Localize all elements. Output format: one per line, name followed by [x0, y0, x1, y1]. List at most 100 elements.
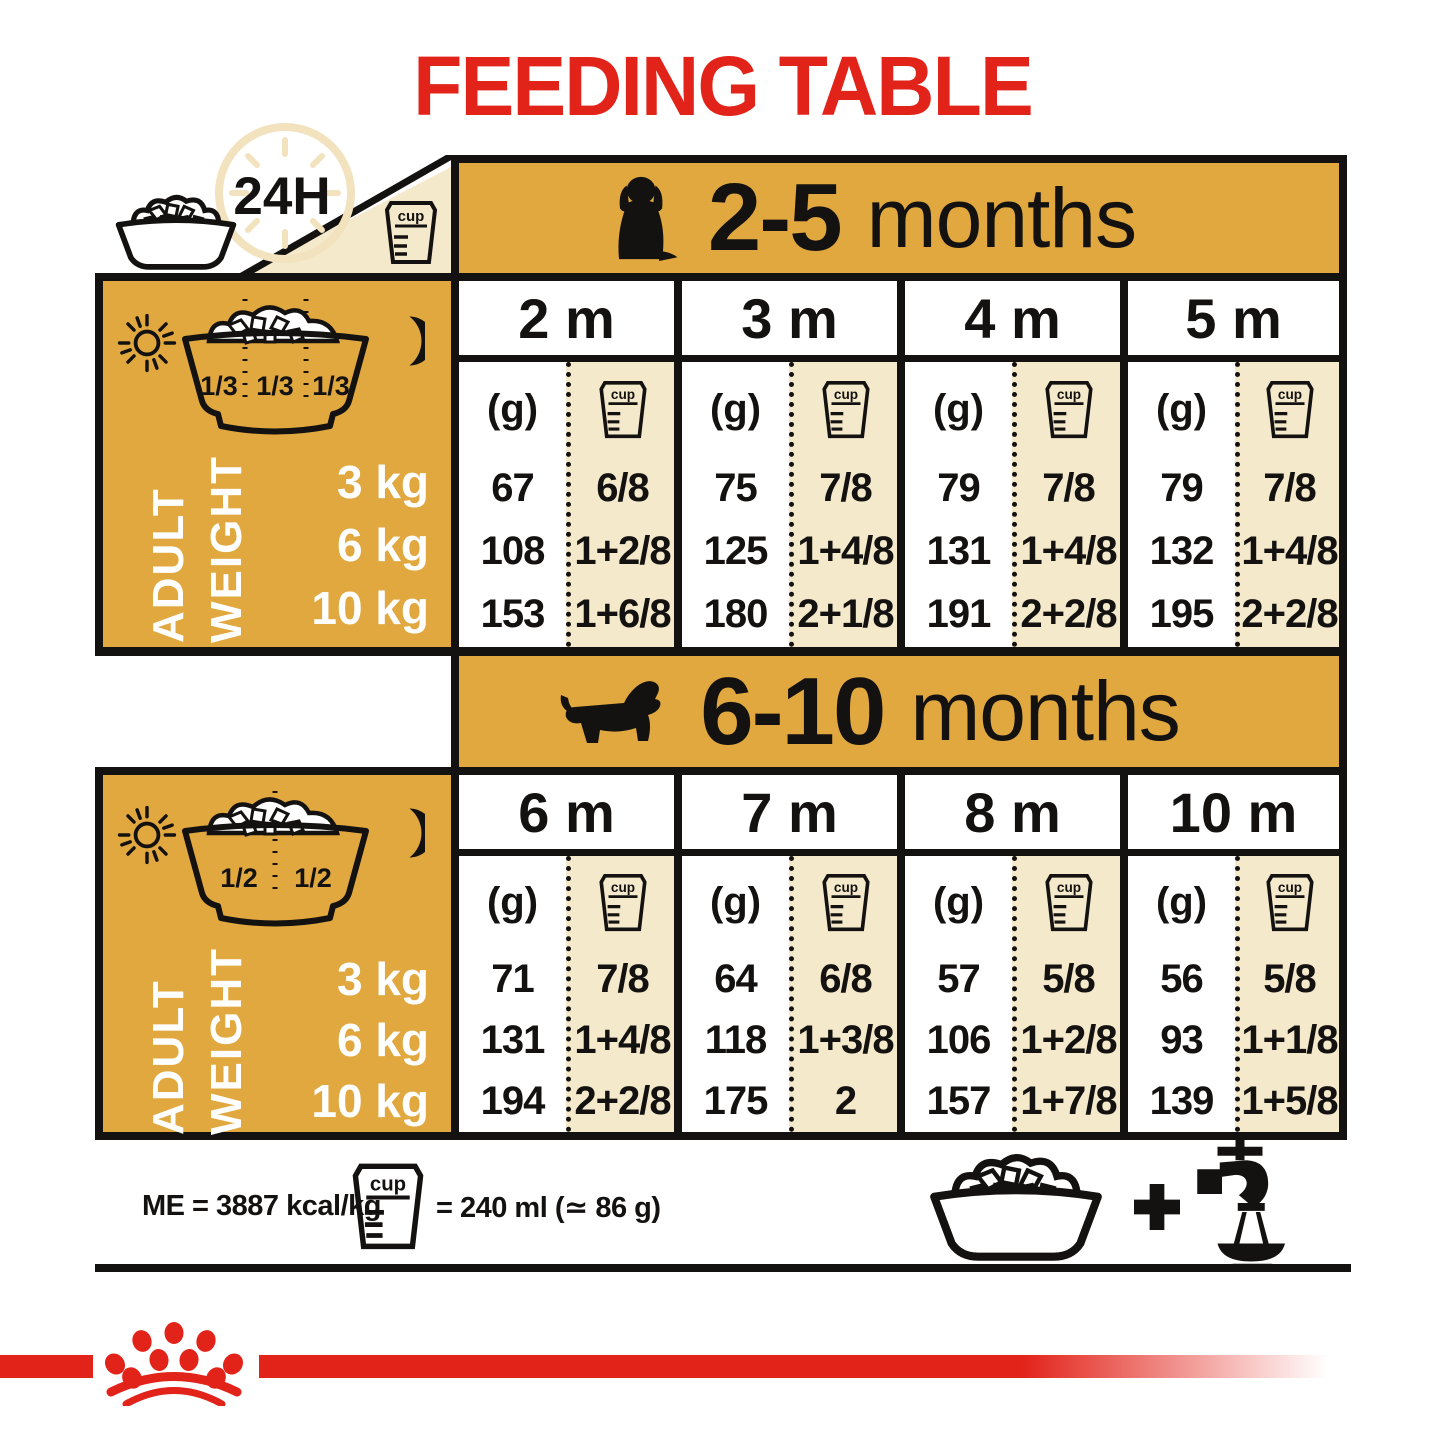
cups-column: 7/8 1+4/8 2+2/8 [1235, 362, 1339, 647]
weight-rows: 3 kg 6 kg 10 kg [253, 948, 439, 1131]
month-column: 6 m (g) 71 131 194 7/8 1+4/8 2+2/8 [459, 775, 674, 1132]
weight-row: 10 kg [311, 581, 429, 634]
cup-icon [794, 362, 897, 457]
energy-value: ME = 3887 kcal/kg [142, 1190, 381, 1222]
grams-unit-label: (g) [486, 387, 539, 431]
section2-left-panel: ADULT WEIGHT 3 kg 6 kg 10 kg [103, 775, 451, 1135]
plus-icon [1134, 1184, 1180, 1230]
cups-value: 1+2/8 [574, 529, 671, 573]
cups-column: 5/8 1+2/8 1+7/8 [1012, 856, 1120, 1132]
grams-column: (g) 79 132 195 [1128, 362, 1235, 647]
section1-age-suffix: months [866, 170, 1137, 265]
cups-value: 2 [834, 1079, 857, 1123]
cups-value: 1+5/8 [1241, 1079, 1338, 1123]
grams-value: 57 [937, 957, 981, 1001]
month-column: 4 m (g) 79 131 191 7/8 1+4/8 2+2/8 [905, 281, 1120, 647]
cup-icon [571, 362, 674, 457]
grams-value: 118 [704, 1018, 768, 1062]
grams-column: (g) 56 93 139 [1128, 856, 1235, 1132]
grams-value: 93 [1160, 1018, 1204, 1062]
grams-value: 106 [926, 1018, 992, 1062]
cups-value: 1+2/8 [1020, 1018, 1117, 1062]
month-header: 3 m [682, 281, 897, 355]
grams-value: 56 [1160, 957, 1204, 1001]
puppy-icon [602, 174, 682, 262]
cups-value: 6/8 [819, 957, 873, 1001]
grams-column: (g) 57 106 157 [905, 856, 1012, 1132]
month-column: 3 m (g) 75 125 180 7/8 1+4/8 2+1/8 [682, 281, 897, 647]
cups-value: 1+4/8 [797, 529, 894, 573]
grams-value: 180 [703, 592, 769, 636]
month-column: 5 m (g) 79 132 195 7/8 1+4/8 2+2/8 [1128, 281, 1339, 647]
cup-icon [350, 1150, 426, 1264]
grams-value: 139 [1149, 1079, 1215, 1123]
grams-value: 191 [926, 592, 992, 636]
section2-corner-cell [95, 656, 451, 767]
grams-value: 125 [703, 529, 769, 573]
month-column: 10 m (g) 56 93 139 5/8 1+1/8 1+5/8 [1128, 775, 1339, 1132]
month-header: 4 m [905, 281, 1120, 355]
grams-column: (g) 79 131 191 [905, 362, 1012, 647]
cup-icon [383, 201, 439, 265]
brand-bar-left [0, 1355, 93, 1378]
month-header: 7 m [682, 775, 897, 849]
month-header: 2 m [459, 281, 674, 355]
month-data: (g) 75 125 180 7/8 1+4/8 2+1/8 [682, 362, 897, 647]
month-column: 8 m (g) 57 106 157 5/8 1+2/8 1+7/8 [905, 775, 1120, 1132]
cup-icon [1017, 362, 1120, 457]
section2-columns: 6 m (g) 71 131 194 7/8 1+4/8 2+2/8 [95, 775, 1347, 1132]
weight-row: 3 kg [336, 455, 429, 508]
month-data: (g) 56 93 139 5/8 1+1/8 1+5/8 [1128, 856, 1339, 1132]
cup-icon [1240, 362, 1339, 457]
page-title: FEEDING TABLE [413, 39, 1034, 133]
cups-value: 1+6/8 [574, 592, 671, 636]
cups-value: 2+2/8 [1020, 592, 1117, 636]
grams-value: 79 [1160, 466, 1204, 510]
month-data: (g) 71 131 194 7/8 1+4/8 2+2/8 [459, 856, 674, 1132]
cups-value: 7/8 [1042, 466, 1096, 510]
royal-canin-crown-logo [99, 1316, 249, 1406]
month-data: (g) 67 108 153 6/8 1+2/8 1+6/8 [459, 362, 674, 647]
cup-icon [1017, 856, 1120, 949]
cups-column: 5/8 1+1/8 1+5/8 [1235, 856, 1339, 1132]
cups-column: 6/8 1+3/8 2 [789, 856, 897, 1132]
grams-value: 194 [480, 1079, 546, 1123]
grams-value: 157 [926, 1079, 992, 1123]
cup-icon [1240, 856, 1339, 949]
grams-value: 64 [714, 957, 758, 1001]
grams-value: 79 [937, 466, 981, 510]
grams-unit-label: (g) [709, 880, 762, 924]
feeding-table: 2-5 months ADULT WEIGHT 3 kg 6 kg 10 kg … [95, 155, 1347, 1140]
section1-age-range: 2-5 [707, 164, 843, 271]
month-data: (g) 57 106 157 5/8 1+2/8 1+7/8 [905, 856, 1120, 1132]
month-data: (g) 64 118 175 6/8 1+3/8 2 [682, 856, 897, 1132]
grams-column: (g) 71 131 194 [459, 856, 566, 1132]
grams-value: 71 [491, 957, 535, 1001]
cups-value: 2+1/8 [797, 592, 894, 636]
weight-rows: 3 kg 6 kg 10 kg [253, 450, 439, 639]
month-header: 10 m [1128, 775, 1339, 849]
cups-value: 7/8 [819, 466, 873, 510]
month-header: 8 m [905, 775, 1120, 849]
grams-value: 75 [714, 466, 758, 510]
cup-equivalence: = 240 ml (≃ 86 g) [436, 1192, 661, 1224]
cups-value: 1+3/8 [797, 1018, 894, 1062]
month-header: 6 m [459, 775, 674, 849]
cups-value: 2+2/8 [574, 1079, 671, 1123]
grams-value: 131 [926, 529, 992, 573]
weight-row: 6 kg [336, 518, 429, 571]
grams-column: (g) 64 118 175 [682, 856, 789, 1132]
cups-value: 7/8 [1263, 466, 1317, 510]
weight-row: 3 kg [336, 952, 429, 1005]
cups-value: 1+1/8 [1241, 1018, 1338, 1062]
kibble-bowl-icon [114, 192, 238, 272]
cups-value: 1+4/8 [1241, 529, 1338, 573]
water-tap-icon [1188, 1140, 1292, 1266]
cups-value: 1+4/8 [574, 1018, 671, 1062]
grams-unit-label: (g) [709, 387, 762, 431]
section1-header: 2-5 months [459, 163, 1339, 273]
brand-bar-right [259, 1355, 1350, 1378]
cups-value: 1+4/8 [1020, 529, 1117, 573]
month-data: (g) 79 132 195 7/8 1+4/8 2+2/8 [1128, 362, 1339, 647]
weight-row: 10 kg [311, 1074, 429, 1127]
